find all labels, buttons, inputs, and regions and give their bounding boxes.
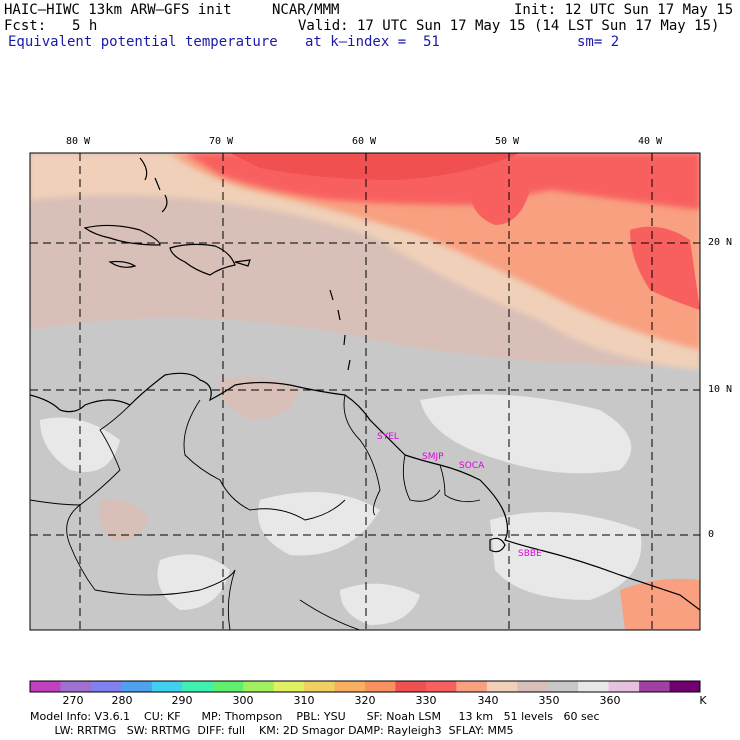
colorbar-swatch xyxy=(608,681,640,692)
lon-label-70w: 70 W xyxy=(209,136,234,147)
colorbar-swatch xyxy=(334,681,366,692)
colorbar-swatch xyxy=(212,681,244,692)
lon-label-80w: 80 W xyxy=(66,136,91,147)
colorbar-swatch xyxy=(669,681,701,692)
lon-label-50w: 50 W xyxy=(495,136,520,147)
colorbar-swatch xyxy=(121,681,153,692)
colorbar-label: 360 xyxy=(599,694,621,707)
colorbar-swatch xyxy=(304,681,336,692)
model-info-line1: Model Info: V3.6.1 CU: KF MP: Thompson P… xyxy=(30,710,600,723)
station-label: SYEL xyxy=(377,432,399,442)
vertical-level: at k–index = 51 xyxy=(305,34,440,50)
colorbar-swatch xyxy=(243,681,275,692)
lat-label-0: 0 xyxy=(708,529,715,540)
colorbar-swatch xyxy=(578,681,610,692)
lat-label-10n: 10 N xyxy=(708,384,733,395)
colorbar-label: 280 xyxy=(111,694,133,707)
colorbar-swatch xyxy=(151,681,183,692)
colorbar-swatch xyxy=(365,681,396,692)
colorbar-swatch xyxy=(425,681,457,692)
colorbar-label: 300 xyxy=(232,694,254,707)
forecast-label: Fcst: xyxy=(4,18,47,34)
station-label: SMJP xyxy=(422,452,444,462)
colorbar-unit: K xyxy=(699,694,707,707)
model-info-line2: LW: RRTMG SW: RRTMG DIFF: full KM: 2D Sm… xyxy=(30,724,514,737)
colorbar-label: 340 xyxy=(477,694,499,707)
lon-label-40w: 40 W xyxy=(638,136,663,147)
lat-label-20n: 20 N xyxy=(708,237,733,248)
valid-time: Valid: 17 UTC Sun 17 May 15 (14 LST Sun … xyxy=(298,18,720,34)
colorbar-swatch xyxy=(30,681,61,692)
colorbar-label: 350 xyxy=(538,694,560,707)
smoothing: sm= 2 xyxy=(577,34,620,50)
colorbar-label: 310 xyxy=(293,694,315,707)
lat-lon-grid xyxy=(30,153,700,630)
colorbar-swatch xyxy=(547,681,579,692)
init-time: Init: 12 UTC Sun 17 May 15 xyxy=(514,2,734,18)
station-label: SOCA xyxy=(459,461,485,471)
colorbar-swatch xyxy=(639,681,671,692)
coastlines xyxy=(30,157,700,611)
colorbar-swatch xyxy=(517,681,549,692)
field-name: Equivalent potential temperature xyxy=(8,34,278,50)
colorbar-label: 330 xyxy=(415,694,437,707)
colorbar-label: 290 xyxy=(171,694,193,707)
theta-e-field xyxy=(30,153,700,630)
colorbar-swatch xyxy=(182,681,214,692)
colorbar-swatch xyxy=(90,681,122,692)
organization: NCAR/MMM xyxy=(272,2,340,18)
colorbar-label: 270 xyxy=(62,694,84,707)
colorbar-swatch xyxy=(60,681,92,692)
colorbar-label: 320 xyxy=(354,694,376,707)
colorbar-swatch xyxy=(456,681,488,692)
forecast-hour: 5 h xyxy=(72,18,98,34)
colorbar xyxy=(30,681,701,692)
map-frame xyxy=(29,152,701,631)
model-title: HAIC–HIWC 13km ARW–GFS init xyxy=(4,2,232,18)
station-label: SBBE xyxy=(518,549,542,559)
lon-label-60w: 60 W xyxy=(352,136,377,147)
colorbar-swatch xyxy=(273,681,305,692)
colorbar-swatch xyxy=(395,681,427,692)
colorbar-swatch xyxy=(486,681,518,692)
